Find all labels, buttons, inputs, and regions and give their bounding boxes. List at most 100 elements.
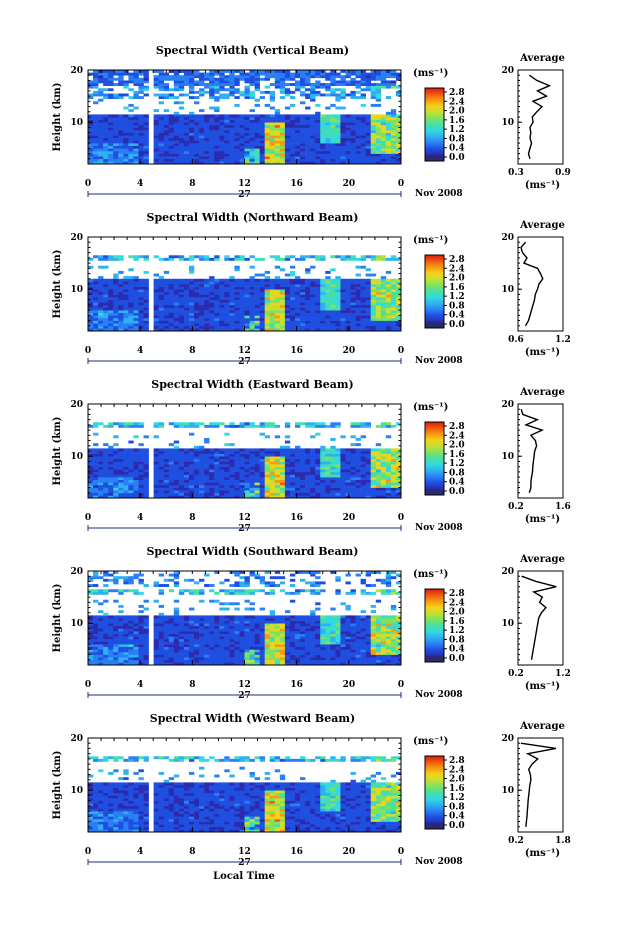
heatmap-cell: [265, 318, 270, 321]
heatmap-cell: [270, 323, 275, 326]
heatmap-cell: [179, 448, 184, 451]
heatmap-cell: [285, 294, 290, 297]
heatmap-cell: [351, 315, 356, 318]
heatmap-cell: [239, 287, 244, 290]
heatmap-cell: [219, 154, 224, 157]
heatmap-cell: [270, 490, 275, 493]
heatmap-cell: [376, 313, 381, 316]
y-tick-label: 10: [70, 118, 83, 128]
heatmap-cell: [310, 117, 315, 120]
heatmap-cell: [204, 493, 209, 496]
heatmap-cell: [189, 127, 194, 130]
heatmap-cell: [245, 143, 250, 146]
heatmap-cell: [179, 122, 184, 125]
heatmap-cell: [295, 146, 300, 149]
heatmap-cell: [239, 94, 244, 97]
heatmap-cell: [98, 490, 103, 493]
panel-title: Spectral Width (Vertical Beam): [156, 44, 349, 57]
heatmap-cell: [340, 297, 345, 300]
heatmap-cell: [234, 297, 239, 300]
heatmap-cell: [325, 425, 330, 428]
heatmap-cell: [345, 305, 350, 308]
heatmap-cell: [361, 104, 366, 107]
heatmap-cell: [123, 464, 128, 467]
heatmap-cell: [118, 485, 123, 488]
heatmap-cell: [325, 127, 330, 130]
heatmap-cell: [290, 315, 295, 318]
heatmap-cell: [366, 456, 371, 459]
heatmap-cell: [391, 258, 396, 261]
heatmap-cell: [138, 302, 143, 305]
heatmap-cell: [219, 464, 224, 467]
heatmap-cell: [351, 281, 356, 284]
heatmap-cell: [285, 274, 290, 277]
heatmap-cell: [300, 655, 305, 658]
heatmap-cell: [371, 156, 376, 159]
heatmap-cell: [250, 448, 255, 451]
heatmap-cell: [285, 281, 290, 284]
heatmap-cell: [335, 464, 340, 467]
heatmap-cell: [381, 308, 386, 311]
heatmap-cell: [234, 482, 239, 485]
heatmap-cell: [275, 485, 280, 488]
heatmap-cell: [209, 326, 214, 329]
heatmap-cell: [345, 461, 350, 464]
heatmap-cell: [164, 310, 169, 313]
heatmap-cell: [371, 94, 376, 97]
heatmap-cell: [234, 655, 239, 658]
heatmap-cell: [239, 655, 244, 658]
heatmap-cell: [133, 127, 138, 130]
heatmap-cell: [154, 425, 159, 428]
heatmap-cell: [123, 660, 128, 663]
heatmap-cell: [133, 117, 138, 120]
heatmap-cell: [179, 130, 184, 133]
heatmap-cell: [159, 125, 164, 128]
heatmap-cell: [295, 125, 300, 128]
heatmap-cell: [234, 321, 239, 324]
heatmap-cell: [391, 448, 396, 451]
average-title: Average: [519, 53, 565, 64]
heatmap-cell: [209, 461, 214, 464]
heatmap-cell: [290, 297, 295, 300]
heatmap-cell: [123, 451, 128, 454]
heatmap-cell: [381, 490, 386, 493]
heatmap-cell: [325, 488, 330, 491]
heatmap-cell: [260, 305, 265, 308]
heatmap-cell: [270, 475, 275, 478]
heatmap-cell: [280, 292, 285, 295]
heatmap-cell: [320, 448, 325, 451]
heatmap-cell: [310, 143, 315, 146]
heatmap-cell: [118, 289, 123, 292]
heatmap-cell: [376, 302, 381, 305]
heatmap-cell: [98, 127, 103, 130]
heatmap-cell: [199, 75, 204, 78]
heatmap-cell: [113, 451, 118, 454]
heatmap-cell: [164, 78, 169, 81]
heatmap-cell: [164, 308, 169, 311]
heatmap-cell: [320, 459, 325, 462]
heatmap-cell: [159, 297, 164, 300]
heatmap-cell: [275, 135, 280, 138]
heatmap-cell: [179, 477, 184, 480]
heatmap-cell: [310, 83, 315, 86]
heatmap-cell: [234, 284, 239, 287]
heatmap-cell: [245, 480, 250, 483]
heatmap-cell: [340, 475, 345, 478]
heatmap-cell: [93, 469, 98, 472]
heatmap-cell: [219, 422, 224, 425]
heatmap-cell: [335, 461, 340, 464]
heatmap-cell: [386, 271, 391, 274]
heatmap-cell: [98, 451, 103, 454]
heatmap-cell: [229, 660, 234, 663]
x-tick-label: 4: [137, 179, 143, 189]
heatmap-cell: [214, 305, 219, 308]
heatmap-cell: [325, 459, 330, 462]
heatmap-cell: [204, 151, 209, 154]
heatmap-cell: [108, 127, 113, 130]
heatmap-cell: [351, 435, 356, 438]
heatmap-cell: [138, 148, 143, 151]
heatmap-cell: [351, 255, 356, 258]
heatmap-cell: [219, 485, 224, 488]
heatmap-cell: [194, 156, 199, 159]
heatmap-cell: [108, 469, 113, 472]
